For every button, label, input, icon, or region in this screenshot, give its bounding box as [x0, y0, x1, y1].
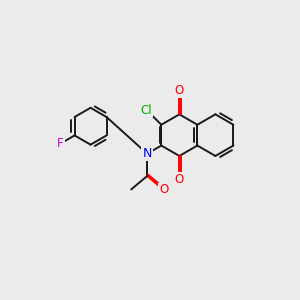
Text: Cl: Cl — [141, 103, 152, 116]
Text: O: O — [175, 173, 184, 186]
Text: F: F — [57, 137, 64, 150]
Text: O: O — [175, 84, 184, 97]
Text: N: N — [142, 147, 152, 160]
Text: O: O — [159, 184, 168, 196]
